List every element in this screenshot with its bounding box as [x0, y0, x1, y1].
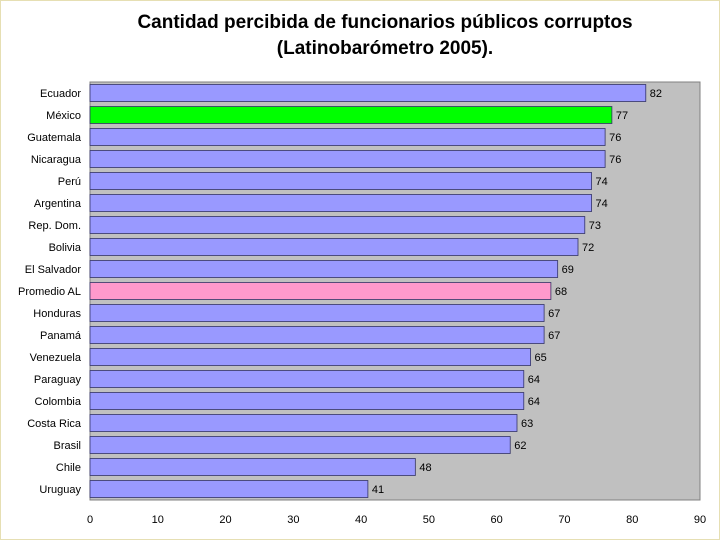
category-label: Argentina — [34, 198, 82, 210]
category-label: Panamá — [40, 330, 82, 342]
bar-paraguay — [89, 370, 525, 388]
x-tick-label: 50 — [423, 514, 435, 526]
bar-brasil — [89, 436, 511, 454]
value-label: 74 — [596, 198, 608, 210]
value-label: 69 — [562, 264, 574, 276]
value-label: 74 — [596, 176, 608, 188]
category-label: Ecuador — [40, 88, 81, 100]
category-label: Costa Rica — [27, 418, 82, 430]
bar-m-xico — [89, 106, 613, 124]
value-label: 48 — [419, 462, 431, 474]
x-tick-label: 40 — [355, 514, 367, 526]
bar-promedio-al — [89, 282, 552, 300]
category-label: Nicaragua — [31, 154, 82, 166]
bar-per- — [89, 172, 592, 190]
category-label: Brasil — [53, 440, 81, 452]
x-tick-label: 20 — [219, 514, 231, 526]
value-label: 62 — [514, 440, 526, 452]
x-tick-label: 80 — [626, 514, 638, 526]
category-label: Paraguay — [34, 374, 82, 386]
value-label: 82 — [650, 88, 662, 100]
category-label: El Salvador — [25, 264, 82, 276]
x-tick-label: 60 — [491, 514, 503, 526]
bar-panam- — [89, 326, 545, 344]
x-tick-label: 10 — [152, 514, 164, 526]
chart-title-block: Cantidad percibida de funcionarios públi… — [0, 10, 720, 62]
x-tick-label: 70 — [558, 514, 570, 526]
value-label: 64 — [528, 396, 540, 408]
value-label: 76 — [609, 132, 621, 144]
value-label: 63 — [521, 418, 533, 430]
category-label: Bolivia — [49, 242, 82, 254]
bar-ecuador — [89, 84, 647, 102]
value-label: 68 — [555, 286, 567, 298]
bar-chile — [89, 458, 416, 476]
value-label: 67 — [548, 330, 560, 342]
category-label: Chile — [56, 462, 81, 474]
value-label: 72 — [582, 242, 594, 254]
chart-subtitle: (Latinobarómetro 2005). — [276, 38, 494, 59]
value-label: 73 — [589, 220, 601, 232]
bar-venezuela — [89, 348, 531, 366]
chart-title: Cantidad percibida de funcionarios públi… — [137, 12, 633, 33]
bar-honduras — [89, 304, 545, 322]
category-label: México — [46, 110, 81, 122]
category-label: Perú — [58, 176, 81, 188]
bar-rep-dom- — [89, 216, 586, 234]
bar-el-salvador — [89, 260, 559, 278]
value-label: 41 — [372, 484, 384, 496]
category-label: Promedio AL — [18, 286, 81, 298]
x-tick-label: 90 — [694, 514, 706, 526]
category-label: Guatemala — [27, 132, 82, 144]
category-label: Colombia — [35, 396, 82, 408]
category-label: Uruguay — [39, 484, 81, 496]
category-label: Venezuela — [30, 352, 82, 364]
bar-guatemala — [89, 128, 606, 146]
bar-costa-rica — [89, 414, 518, 432]
bar-argentina — [89, 194, 592, 212]
category-label: Honduras — [33, 308, 81, 320]
bar-colombia — [89, 392, 525, 410]
bar-nicaragua — [89, 150, 606, 168]
bar-uruguay — [89, 480, 369, 498]
value-label: 77 — [616, 110, 628, 122]
x-tick-label: 0 — [87, 514, 93, 526]
category-label: Rep. Dom. — [28, 220, 81, 232]
value-label: 65 — [535, 352, 547, 364]
x-tick-label: 30 — [287, 514, 299, 526]
value-label: 76 — [609, 154, 621, 166]
value-label: 64 — [528, 374, 540, 386]
bar-bolivia — [89, 238, 579, 256]
value-label: 67 — [548, 308, 560, 320]
